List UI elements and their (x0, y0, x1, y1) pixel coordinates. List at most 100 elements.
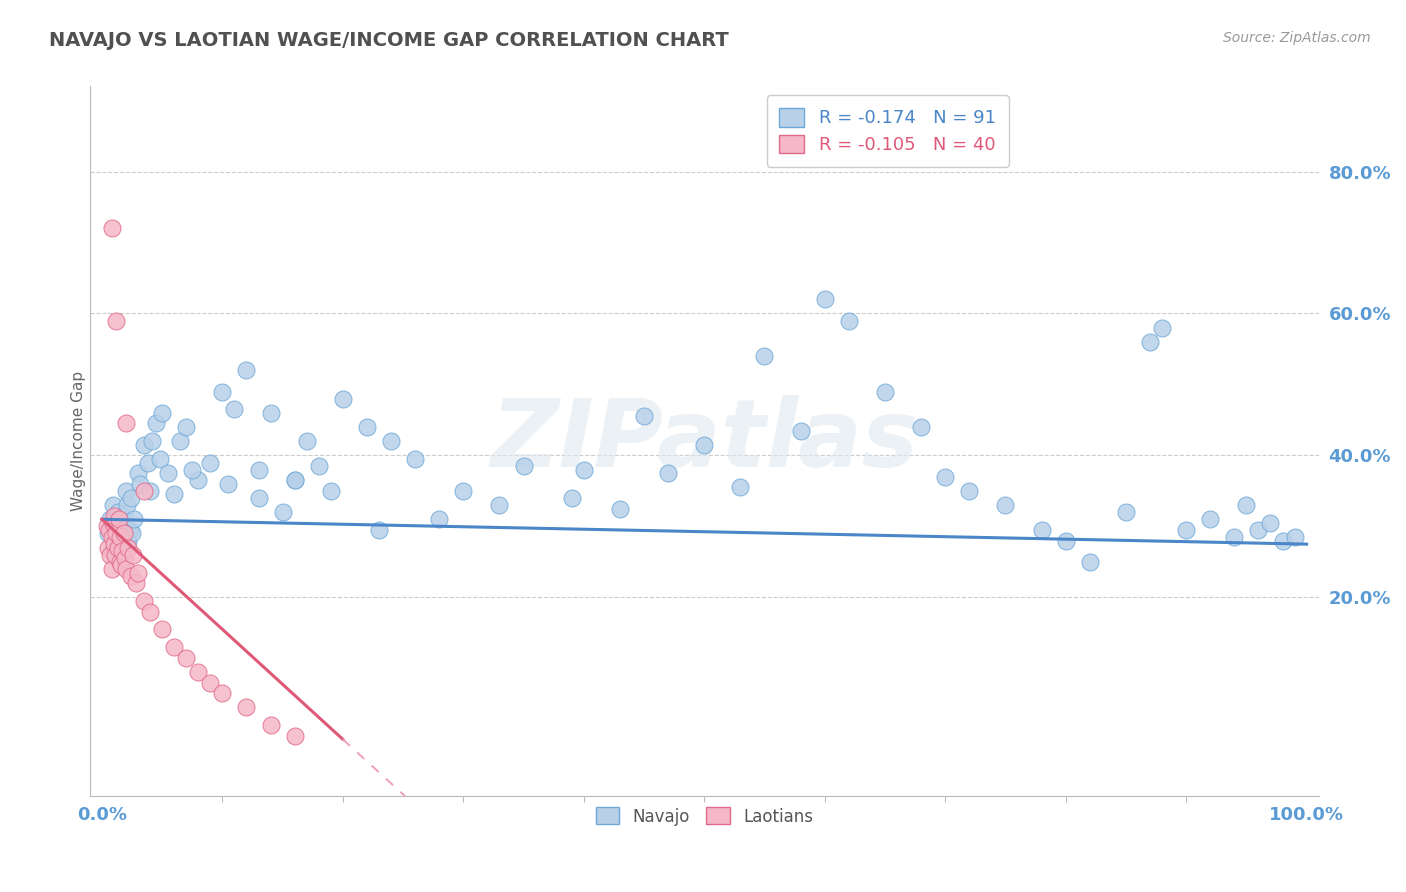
Point (96, 519, 118, 533)
Point (754, 349, 776, 363)
Point (572, 462, 595, 476)
Point (139, 605, 162, 619)
Point (1199, 512, 1222, 526)
Point (129, 476, 152, 491)
Point (141, 434, 163, 449)
Point (169, 434, 191, 449)
Point (136, 456, 159, 470)
Point (107, 541, 129, 555)
Point (657, 466, 679, 480)
Point (247, 462, 270, 476)
Point (838, 313, 860, 327)
Point (1150, 320, 1173, 334)
Point (380, 434, 402, 449)
Point (235, 363, 257, 377)
Point (124, 576, 146, 591)
Point (284, 473, 307, 487)
Point (120, 491, 142, 505)
Point (132, 438, 155, 452)
Point (1260, 516, 1282, 530)
Point (132, 483, 155, 498)
Point (112, 526, 135, 541)
Point (103, 537, 125, 551)
Point (427, 512, 450, 526)
Point (217, 476, 239, 491)
Point (1284, 530, 1306, 544)
Point (1223, 530, 1246, 544)
Point (174, 650, 197, 665)
Point (108, 530, 131, 544)
Point (100, 221, 122, 235)
Point (103, 508, 125, 523)
Point (117, 541, 139, 555)
Point (127, 566, 149, 580)
Point (224, 402, 246, 417)
Y-axis label: Wage/Income Gap: Wage/Income Gap (72, 371, 86, 511)
Point (110, 523, 132, 537)
Point (1078, 555, 1101, 569)
Point (319, 483, 342, 498)
Point (1271, 533, 1294, 548)
Point (181, 462, 204, 476)
Point (200, 675, 222, 690)
Point (98, 548, 121, 562)
Point (910, 420, 932, 434)
Point (110, 558, 132, 573)
Point (247, 491, 270, 505)
Point (271, 505, 294, 519)
Point (211, 384, 233, 399)
Point (295, 434, 318, 449)
Point (356, 420, 378, 434)
Point (1031, 523, 1053, 537)
Point (111, 548, 134, 562)
Point (873, 384, 896, 399)
Point (100, 530, 122, 544)
Point (111, 544, 134, 558)
Point (103, 537, 125, 551)
Point (98, 523, 121, 537)
Point (120, 569, 142, 583)
Point (112, 508, 135, 523)
Point (994, 498, 1017, 512)
Point (127, 466, 149, 480)
Point (404, 452, 426, 467)
Point (187, 665, 209, 679)
Point (187, 473, 209, 487)
Point (101, 498, 124, 512)
Point (107, 544, 129, 558)
Point (957, 483, 980, 498)
Point (118, 523, 141, 537)
Point (693, 438, 716, 452)
Point (139, 483, 162, 498)
Point (211, 686, 233, 700)
Point (103, 523, 125, 537)
Point (150, 622, 173, 636)
Point (97, 526, 120, 541)
Point (122, 548, 145, 562)
Point (934, 469, 956, 483)
Point (124, 512, 146, 526)
Point (105, 313, 128, 327)
Point (105, 512, 128, 526)
Point (117, 533, 139, 548)
Point (174, 420, 197, 434)
Point (1139, 334, 1161, 349)
Point (98, 512, 121, 526)
Point (1054, 533, 1077, 548)
Point (730, 480, 752, 494)
Point (453, 483, 475, 498)
Point (1175, 523, 1198, 537)
Point (789, 424, 811, 438)
Point (107, 512, 129, 526)
Point (1115, 505, 1137, 519)
Point (104, 548, 127, 562)
Point (368, 523, 391, 537)
Point (150, 406, 173, 420)
Text: Source: ZipAtlas.com: Source: ZipAtlas.com (1223, 31, 1371, 45)
Point (633, 409, 655, 424)
Point (115, 417, 138, 431)
Point (114, 530, 136, 544)
Point (121, 526, 143, 541)
Point (101, 516, 124, 530)
Point (163, 640, 186, 654)
